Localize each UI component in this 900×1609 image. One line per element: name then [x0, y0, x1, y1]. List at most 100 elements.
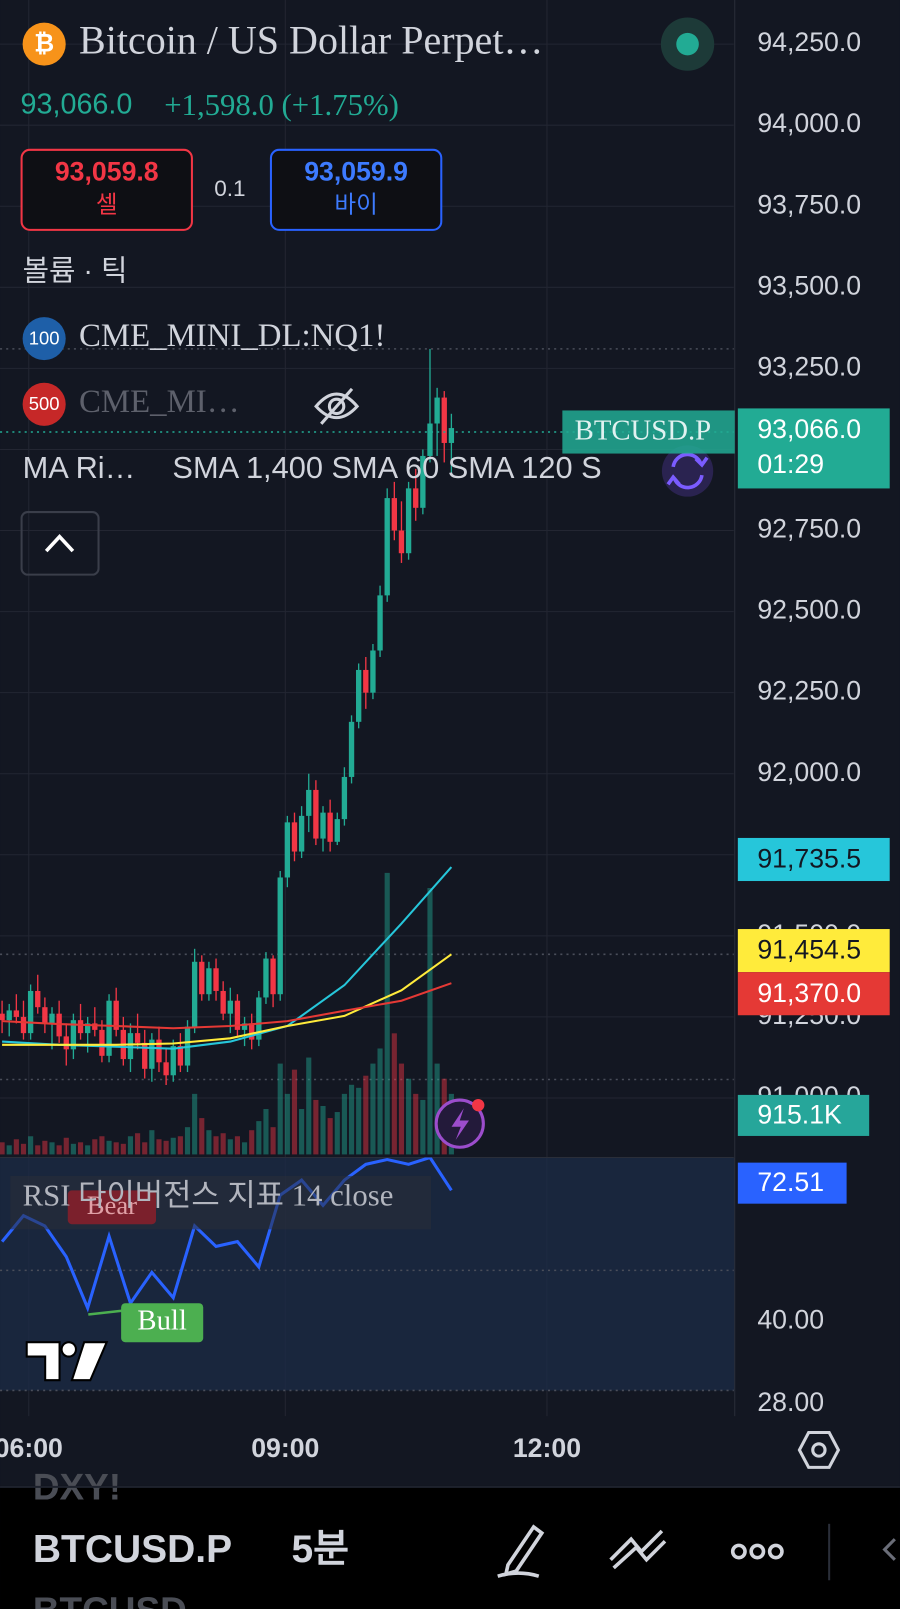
candle-body	[20, 1016, 27, 1034]
candle-body	[27, 990, 34, 1034]
candle-body	[0, 1013, 5, 1021]
toolbar-symbol[interactable]: BTCUSD.P	[33, 1528, 232, 1571]
candle-body	[398, 530, 405, 554]
candle-body	[249, 1023, 255, 1040]
candle-body	[77, 1020, 84, 1034]
price-tick-label: 93,500.0	[757, 270, 861, 300]
buy-price: 93,059.9	[304, 156, 408, 186]
volume-bar	[427, 888, 433, 1155]
bull-label: Bull	[137, 1304, 186, 1336]
candle-body	[413, 488, 419, 508]
ma-line	[2, 953, 452, 1046]
volume-bar	[156, 1139, 162, 1155]
hidden-eye-icon[interactable]	[314, 387, 360, 425]
symbol-badge-text: 500	[29, 393, 60, 414]
price-tick-label: 92,000.0	[757, 757, 861, 787]
collapse-button[interactable]	[20, 511, 100, 576]
settings-icon[interactable]	[797, 1430, 841, 1469]
symbol-below[interactable]: BTCUSD	[33, 1590, 187, 1609]
candle-body	[42, 1007, 48, 1024]
volume-bar	[49, 1142, 55, 1155]
volume-bar	[377, 1048, 383, 1155]
volume-bar	[85, 1145, 91, 1155]
volume-bar	[42, 1140, 48, 1155]
volume-bar	[398, 1063, 405, 1155]
candle-body	[220, 990, 226, 1014]
candle-body	[213, 968, 219, 991]
volume-bar	[120, 1143, 126, 1155]
volume-bar	[356, 1087, 362, 1155]
price-tick-label: 94,250.0	[757, 27, 861, 57]
bitcoin-symbol: ₿	[34, 31, 54, 58]
candle-body	[384, 498, 390, 596]
candle-body	[420, 455, 426, 508]
volume-bar	[163, 1140, 169, 1155]
volume-bar	[227, 1139, 233, 1155]
candle-body	[263, 958, 269, 998]
volume-bar	[127, 1136, 134, 1155]
refresh-icon	[666, 452, 709, 490]
symbol-name[interactable]: CME_MI…	[79, 384, 240, 420]
ma-layer	[2, 866, 453, 1050]
candle-body	[313, 789, 319, 839]
ma-name[interactable]: MA Ri…	[23, 450, 136, 485]
symbol-name[interactable]: CME_MINI_DL:NQ1!	[79, 318, 385, 354]
volume-bar	[199, 1118, 205, 1155]
volume-bar	[263, 1109, 269, 1155]
volume-bar	[320, 1105, 326, 1155]
ma-badge-text: 91,454.5	[757, 935, 861, 965]
divergence-line	[88, 1309, 126, 1316]
volume-bar	[6, 1145, 12, 1155]
volume-bar	[220, 1133, 226, 1155]
more-icon[interactable]	[730, 1543, 784, 1560]
volume-bar	[341, 1093, 347, 1155]
candle-body	[134, 1033, 141, 1043]
rsi-badge-text: 72.51	[757, 1167, 824, 1197]
volume-bar	[334, 1112, 340, 1155]
candle-body	[163, 1062, 169, 1076]
candle-body	[377, 595, 383, 651]
ma-badge	[737, 972, 890, 1016]
draw-icon[interactable]	[497, 1524, 545, 1578]
candle-body	[298, 815, 305, 852]
volume-legend[interactable]: 볼륨 · 틱	[23, 256, 128, 288]
candle-body	[256, 997, 262, 1040]
ma-params[interactable]: SMA 1,400 SMA 60 SMA 120 S	[172, 450, 601, 485]
rsi-badge	[737, 1162, 847, 1204]
candle-body	[92, 1023, 98, 1030]
toolbar-interval[interactable]: 5분	[291, 1528, 349, 1571]
volume-bar	[256, 1121, 262, 1155]
chevron[interactable]	[882, 1538, 896, 1561]
sell-price: 93,059.8	[55, 156, 159, 186]
volume-bar	[106, 1140, 112, 1155]
quantity[interactable]: 0.1	[214, 176, 245, 201]
buy-button[interactable]	[269, 148, 443, 231]
price-tick-label: 92,750.0	[757, 514, 861, 544]
volume-bar	[213, 1136, 219, 1155]
volume-bar	[177, 1136, 183, 1155]
volume-bar	[413, 1093, 419, 1155]
candle-body	[434, 397, 440, 424]
volume-badge	[737, 1094, 870, 1136]
sell-button[interactable]	[20, 148, 193, 231]
candle-body	[49, 1013, 55, 1024]
refresh-button[interactable]	[661, 445, 714, 497]
volume-bar	[291, 1069, 298, 1155]
candle-body	[356, 669, 362, 722]
rsi-legend[interactable]: RSI 다이버전스 지표 14 close	[23, 1179, 394, 1213]
volume-bar	[63, 1137, 69, 1155]
volume-bar	[406, 1078, 412, 1155]
candle-body	[127, 1033, 134, 1060]
price-tick-label: 93,750.0	[757, 189, 861, 219]
sell-label: 셀	[96, 191, 118, 218]
volume-bar	[327, 1118, 333, 1155]
trendline-icon[interactable]	[609, 1529, 667, 1570]
title: Bitcoin / US Dollar Perpet…	[79, 17, 543, 62]
candle-body	[149, 1039, 155, 1069]
volume-bar	[277, 1063, 283, 1155]
candle-body	[391, 498, 397, 531]
time-label: 12:00	[513, 1433, 581, 1463]
toolbar-top-edge	[0, 1485, 900, 1488]
candle-body	[70, 1020, 77, 1050]
